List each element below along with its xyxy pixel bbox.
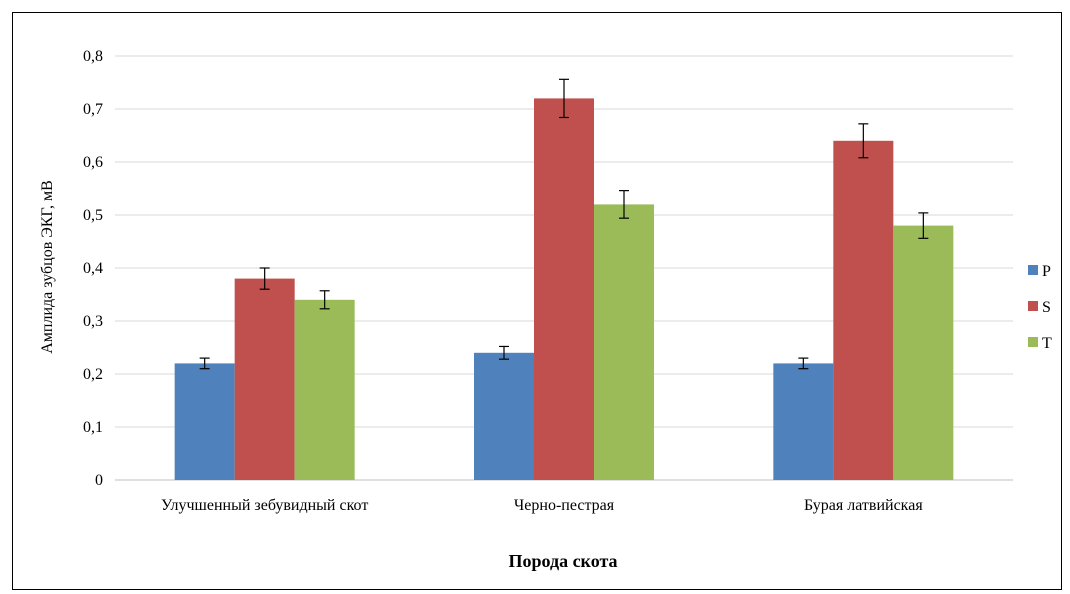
bar-T	[294, 299, 355, 480]
y-tick-label: 0,2	[83, 366, 103, 383]
bar-P	[474, 352, 534, 480]
y-tick-label: 0,3	[83, 313, 103, 330]
y-tick-label: 0	[95, 472, 103, 489]
bar-T	[893, 225, 954, 480]
y-tick-label: 0,8	[83, 48, 103, 65]
bar-S	[833, 140, 894, 481]
bar-S	[534, 98, 594, 481]
legend-swatch-S	[1028, 301, 1038, 311]
y-axis-title: Амплида зубцов ЭКГ, мВ	[39, 180, 56, 354]
x-tick-label: Бурая латвийская	[804, 497, 923, 514]
y-tick-label: 0,1	[83, 419, 103, 436]
legend-label: T	[1042, 335, 1052, 352]
x-axis-title: Порода скота	[508, 551, 617, 571]
bar-P	[174, 363, 235, 480]
bar-S	[234, 278, 295, 480]
bar-T	[594, 204, 654, 480]
x-tick-label: Улучшенный зебувидный скот	[161, 497, 368, 514]
y-tick-label: 0,5	[83, 207, 103, 224]
bars	[174, 98, 954, 481]
y-tick-label: 0,6	[83, 154, 103, 171]
x-tick-label: Черно-пестрая	[514, 497, 615, 514]
x-tick-labels: Улучшенный зебувидный скот Черно-пестрая Б…	[161, 497, 923, 514]
legend-swatch-P	[1028, 265, 1038, 275]
bar-P	[773, 363, 834, 480]
legend-label: P	[1042, 263, 1051, 280]
y-tick-label: 0,7	[83, 101, 103, 118]
legend: P S T	[1028, 263, 1052, 352]
y-tick-labels: 0 0,1 0,2 0,3 0,4 0,5 0,6 0,7 0,8	[83, 48, 103, 489]
error-bars	[199, 78, 929, 370]
legend-swatch-T	[1028, 337, 1038, 347]
legend-label: S	[1042, 299, 1051, 316]
y-tick-label: 0,4	[83, 260, 103, 277]
